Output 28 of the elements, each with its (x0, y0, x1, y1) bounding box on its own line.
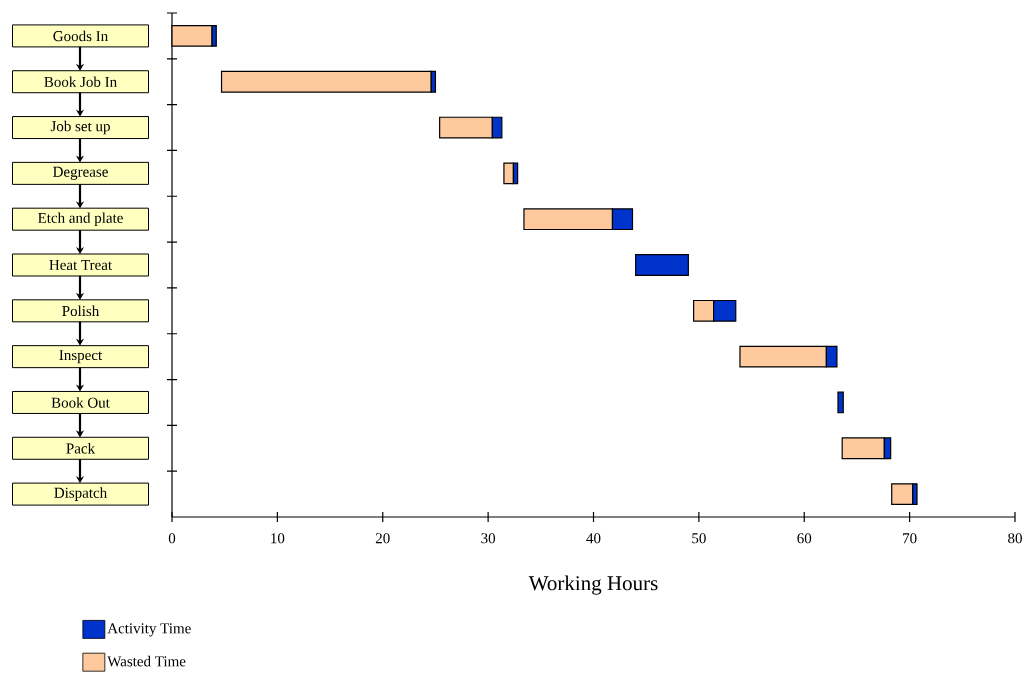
x-tick-label: 10 (271, 533, 285, 544)
bar (220, 70, 432, 93)
x-tick-label: 60 (797, 533, 812, 544)
bar (891, 483, 914, 506)
bar (837, 391, 844, 414)
x-tick-label: 70 (903, 533, 917, 544)
legend-label: Activity Time (107, 623, 191, 637)
x-tick-label: 80 (1008, 533, 1022, 544)
y-tick-label: Degrease (53, 166, 108, 180)
bar (503, 162, 515, 185)
y-tick-label: Pack (66, 443, 96, 454)
y-tick-label: Dispatch (54, 487, 107, 501)
y-tick-label: Job set up (50, 120, 110, 135)
x-tick-label: 20 (375, 533, 390, 544)
legend-label: Wasted Time (107, 655, 186, 667)
y-tick-label: Polish (62, 305, 100, 317)
x-tick-label: 0 (168, 533, 176, 544)
bar (635, 254, 689, 276)
x-axis-title: Working Hours (528, 575, 658, 595)
x-tick-label: 30 (481, 533, 496, 544)
y-tick-label: Book Job In (44, 76, 117, 87)
x-tick-label: 40 (586, 533, 601, 544)
y-tick-label: Heat Treat (49, 260, 113, 270)
y-tick-label: Book Out (51, 397, 110, 408)
y-tick-label: Goods In (53, 30, 108, 42)
y-tick-label: Etch and plate (38, 212, 123, 226)
x-tick-label: 50 (692, 533, 706, 544)
y-tick-label: Inspect (59, 350, 103, 364)
